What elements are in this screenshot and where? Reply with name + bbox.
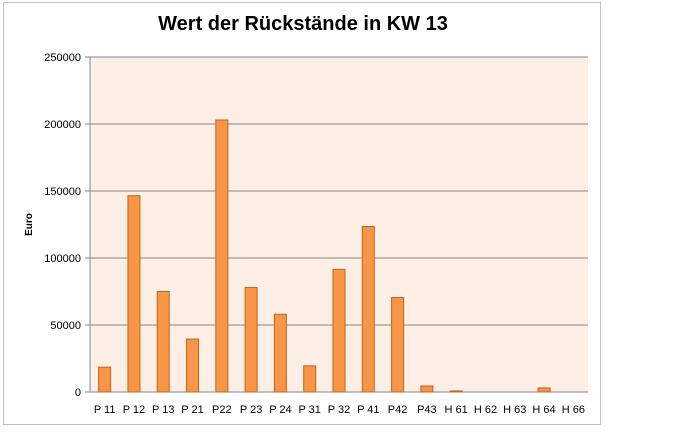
x-tick-label: H 63 [503, 404, 526, 416]
bar [156, 291, 170, 393]
x-tick-label: H 62 [474, 404, 497, 416]
chart-title: Wert der Rückstände in KW 13 [158, 13, 448, 35]
y-tick-label: 100000 [44, 253, 81, 265]
x-tick-label: P 31 [298, 404, 320, 416]
y-tick-label: 250000 [44, 52, 81, 64]
x-tick-label: H 61 [445, 404, 468, 416]
bar [127, 195, 141, 393]
x-tick-label: P42 [388, 404, 408, 416]
bar [537, 387, 551, 393]
bar [98, 366, 112, 393]
x-tick-label: P 24 [269, 404, 291, 416]
bar [449, 390, 463, 393]
x-tick-label: P 41 [357, 404, 379, 416]
bar [215, 119, 229, 393]
bar [244, 286, 258, 393]
bar [273, 313, 287, 393]
bar [303, 365, 317, 393]
x-tick-label: H 66 [562, 404, 585, 416]
x-tick-label: P 32 [328, 404, 350, 416]
chart-frame: Wert der Rückstände in KW 13 0 50000 10000… [3, 2, 601, 425]
x-tick-label: P 13 [152, 404, 174, 416]
y-tick-label: 150000 [44, 186, 81, 198]
bar [391, 297, 405, 393]
x-tick-label: P 23 [240, 404, 262, 416]
x-tick-label: P 12 [123, 404, 145, 416]
bar [332, 268, 346, 393]
y-tick-label: 0 [75, 387, 81, 399]
bar [420, 385, 434, 393]
bar [361, 226, 375, 393]
bar [186, 338, 200, 393]
x-tick-label: P 21 [181, 404, 203, 416]
x-tick-label: H 64 [532, 404, 555, 416]
y-axis-title: Euro [24, 213, 35, 236]
x-tick-label: P43 [417, 404, 437, 416]
x-tick-label: P22 [212, 404, 232, 416]
y-tick-label: 50000 [50, 320, 81, 332]
y-tick-label: 200000 [44, 119, 81, 131]
x-tick-label: P 11 [94, 404, 116, 416]
bar-chart: 0 50000 100000 150000 200000 250000 P 11 P 12 P … [24, 52, 588, 416]
